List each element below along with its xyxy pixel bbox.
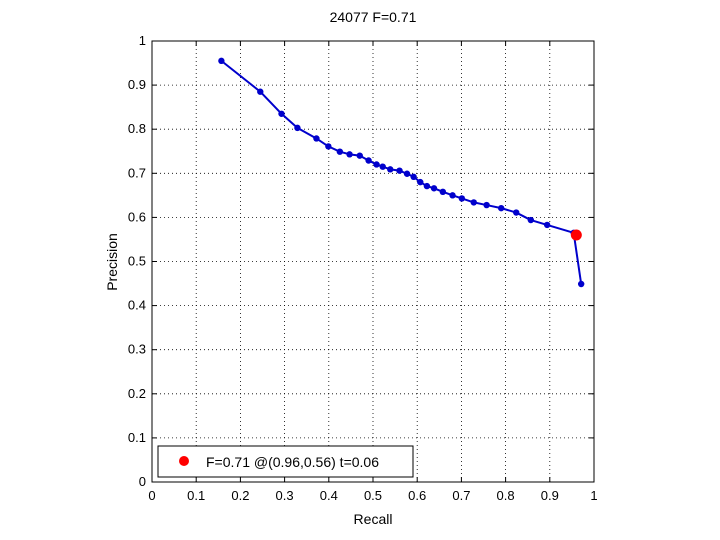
highlight-layer xyxy=(570,229,582,241)
y-tick-label: 0.5 xyxy=(128,254,146,269)
data-point xyxy=(497,204,505,212)
data-point xyxy=(365,157,372,164)
y-tick-label: 0.6 xyxy=(128,209,146,224)
data-point xyxy=(410,173,417,181)
data-point xyxy=(218,57,225,65)
data-point xyxy=(449,192,456,199)
x-tick-label: 0.4 xyxy=(320,488,338,503)
x-tick-label: 0.9 xyxy=(541,488,559,503)
data-point xyxy=(313,135,320,142)
data-point xyxy=(513,209,520,216)
x-tick-label: 0.8 xyxy=(497,488,515,503)
data-point xyxy=(278,110,285,117)
data-point xyxy=(336,148,344,155)
data-point xyxy=(430,185,438,192)
data-point xyxy=(417,178,424,186)
y-tick-label: 0.4 xyxy=(128,298,146,313)
data-point xyxy=(325,143,332,150)
data-point xyxy=(577,280,585,288)
data-point xyxy=(458,195,466,202)
data-point xyxy=(527,216,534,224)
chart-title: 24077 F=0.71 xyxy=(330,9,417,25)
data-point xyxy=(396,167,403,174)
grid xyxy=(152,41,594,482)
legend-label: F=0.71 @(0.96,0.56) t=0.06 xyxy=(206,454,379,470)
series-layer xyxy=(218,57,585,288)
y-tick-label: 0.1 xyxy=(128,430,146,445)
data-point xyxy=(294,124,301,132)
x-tick-label: 0.3 xyxy=(276,488,294,503)
y-tick-label: 0.8 xyxy=(128,121,146,136)
best-f-point xyxy=(570,229,582,241)
y-tick-labels: 0 0.1 0.2 0.3 0.4 0.5 0.6 0.7 0.8 0.9 1 xyxy=(128,33,146,489)
x-tick-label: 0.5 xyxy=(364,488,382,503)
y-tick-label: 1 xyxy=(139,33,146,48)
data-point xyxy=(403,170,411,177)
x-tick-label: 0.7 xyxy=(452,488,470,503)
data-point xyxy=(379,163,386,170)
data-point xyxy=(356,152,363,159)
y-tick-label: 0 xyxy=(139,474,146,489)
x-tick-label: 0.2 xyxy=(231,488,249,503)
y-tick-label: 0.9 xyxy=(128,77,146,92)
x-tick-label: 0.1 xyxy=(187,488,205,503)
y-tick-label: 0.7 xyxy=(128,165,146,180)
data-point xyxy=(387,166,394,173)
legend-box xyxy=(157,445,414,478)
data-point xyxy=(373,161,380,168)
data-point xyxy=(483,201,490,209)
data-point xyxy=(423,182,431,190)
y-tick-label: 0.3 xyxy=(128,342,146,357)
data-point xyxy=(543,221,551,229)
plot-border xyxy=(151,40,595,483)
legend-marker xyxy=(179,456,189,466)
x-tick-label: 0.6 xyxy=(408,488,426,503)
data-point xyxy=(439,188,447,196)
data-point xyxy=(346,151,353,158)
y-axis-label: Precision xyxy=(104,233,120,291)
data-point xyxy=(470,199,477,206)
x-tick-labels: 0 0.1 0.2 0.3 0.4 0.5 0.6 0.7 0.8 0.9 1 xyxy=(148,488,597,503)
x-tick-label: 1 xyxy=(590,488,597,503)
x-tick-label: 0 xyxy=(148,488,155,503)
legend: F=0.71 @(0.96,0.56) t=0.06 xyxy=(157,445,414,478)
data-point xyxy=(257,88,264,95)
y-tick-label: 0.2 xyxy=(128,386,146,401)
x-axis-label: Recall xyxy=(354,511,393,527)
